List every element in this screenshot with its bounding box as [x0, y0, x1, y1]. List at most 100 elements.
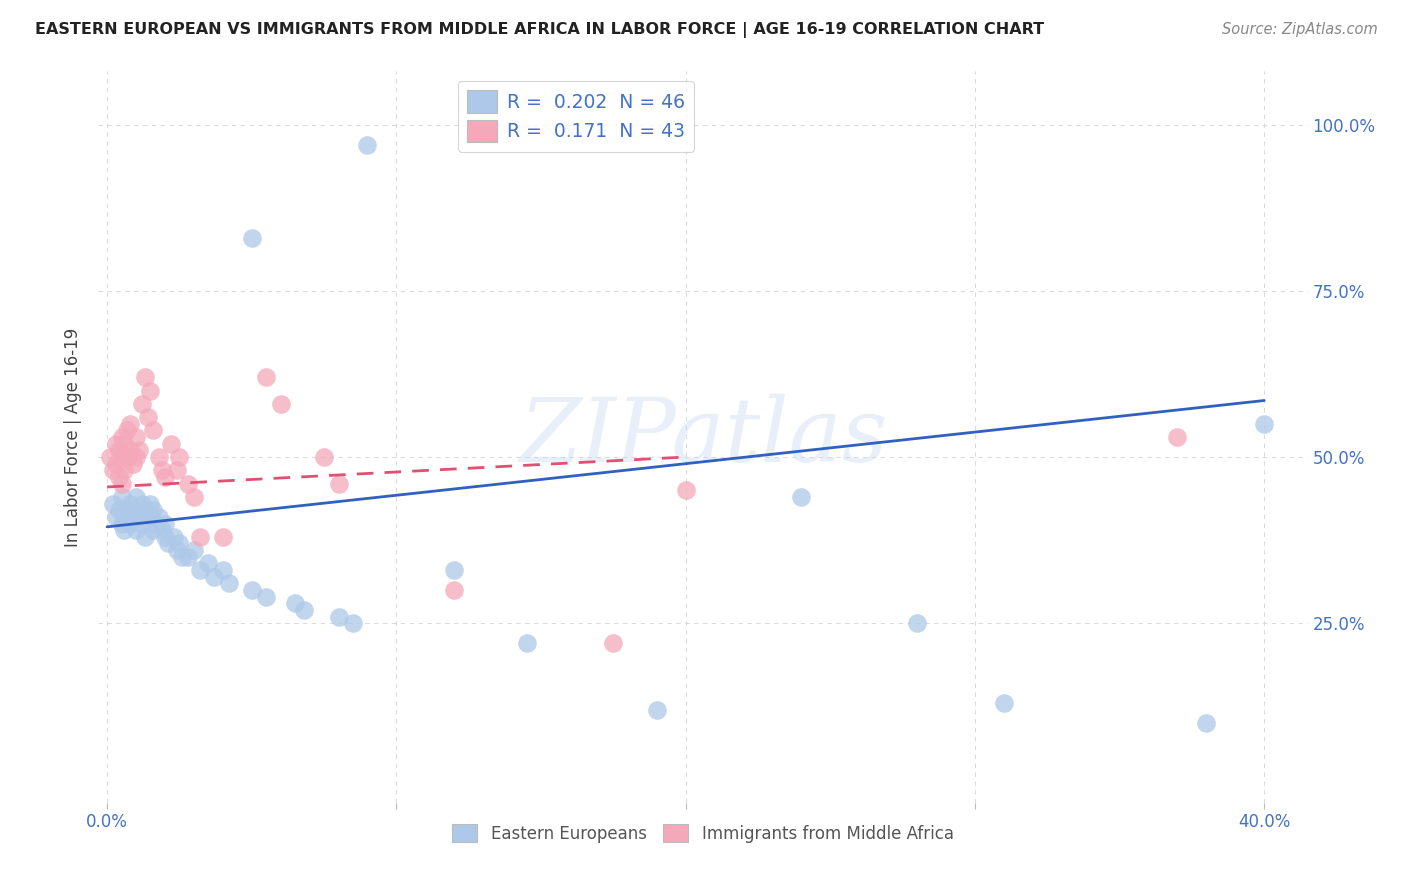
Point	[142, 503, 165, 517]
Point	[134, 503, 156, 517]
Point	[156, 536, 179, 550]
Point	[120, 497, 142, 511]
Point	[114, 523, 136, 537]
Point	[675, 483, 697, 498]
Point	[128, 509, 150, 524]
Text: EASTERN EUROPEAN VS IMMIGRANTS FROM MIDDLE AFRICA IN LABOR FORCE | AGE 16-19 COR: EASTERN EUROPEAN VS IMMIGRANTS FROM MIDD…	[35, 22, 1045, 38]
Point	[139, 384, 162, 398]
Point	[443, 563, 465, 577]
Point	[148, 509, 170, 524]
Point	[114, 436, 136, 450]
Point	[177, 476, 200, 491]
Point	[153, 530, 176, 544]
Point	[202, 570, 225, 584]
Point	[197, 557, 219, 571]
Point	[188, 530, 211, 544]
Point	[104, 509, 127, 524]
Point	[107, 470, 129, 484]
Point	[328, 609, 350, 624]
Legend: Eastern Europeans, Immigrants from Middle Africa: Eastern Europeans, Immigrants from Middl…	[446, 818, 960, 849]
Point	[153, 516, 176, 531]
Point	[114, 509, 136, 524]
Point	[131, 497, 153, 511]
Point	[153, 470, 176, 484]
Point	[125, 430, 148, 444]
Point	[162, 530, 184, 544]
Point	[292, 603, 315, 617]
Text: ZIPatlas: ZIPatlas	[519, 393, 887, 481]
Point	[240, 582, 263, 597]
Point	[117, 503, 139, 517]
Point	[790, 490, 813, 504]
Point	[110, 516, 132, 531]
Point	[125, 450, 148, 464]
Point	[602, 636, 624, 650]
Point	[139, 509, 162, 524]
Point	[1253, 417, 1275, 431]
Point	[270, 397, 292, 411]
Point	[122, 457, 145, 471]
Point	[117, 450, 139, 464]
Point	[125, 490, 148, 504]
Point	[110, 430, 132, 444]
Point	[1195, 716, 1218, 731]
Point	[110, 450, 132, 464]
Point	[515, 636, 537, 650]
Point	[114, 463, 136, 477]
Point	[120, 417, 142, 431]
Point	[328, 476, 350, 491]
Point	[645, 703, 668, 717]
Point	[120, 516, 142, 531]
Point	[104, 436, 127, 450]
Point	[211, 563, 233, 577]
Point	[188, 563, 211, 577]
Point	[284, 596, 307, 610]
Point	[1166, 430, 1188, 444]
Point	[134, 530, 156, 544]
Point	[139, 497, 162, 511]
Point	[150, 523, 173, 537]
Point	[128, 443, 150, 458]
Point	[110, 490, 132, 504]
Point	[240, 230, 263, 244]
Text: Source: ZipAtlas.com: Source: ZipAtlas.com	[1222, 22, 1378, 37]
Point	[98, 450, 121, 464]
Point	[159, 436, 181, 450]
Point	[117, 424, 139, 438]
Point	[107, 443, 129, 458]
Point	[312, 450, 335, 464]
Point	[166, 543, 188, 558]
Point	[125, 503, 148, 517]
Point	[172, 549, 194, 564]
Point	[101, 497, 124, 511]
Point	[125, 523, 148, 537]
Point	[905, 616, 928, 631]
Point	[122, 509, 145, 524]
Point	[150, 463, 173, 477]
Point	[218, 576, 240, 591]
Point	[342, 616, 364, 631]
Point	[356, 137, 378, 152]
Point	[169, 450, 191, 464]
Point	[136, 410, 159, 425]
Point	[183, 543, 205, 558]
Point	[148, 450, 170, 464]
Point	[254, 590, 277, 604]
Point	[166, 463, 188, 477]
Point	[443, 582, 465, 597]
Point	[254, 370, 277, 384]
Point	[134, 370, 156, 384]
Point	[110, 476, 132, 491]
Point	[107, 503, 129, 517]
Point	[183, 490, 205, 504]
Point	[120, 443, 142, 458]
Y-axis label: In Labor Force | Age 16-19: In Labor Force | Age 16-19	[65, 327, 83, 547]
Point	[142, 523, 165, 537]
Point	[211, 530, 233, 544]
Point	[101, 463, 124, 477]
Point	[131, 397, 153, 411]
Point	[104, 457, 127, 471]
Point	[177, 549, 200, 564]
Point	[145, 516, 167, 531]
Point	[993, 696, 1015, 710]
